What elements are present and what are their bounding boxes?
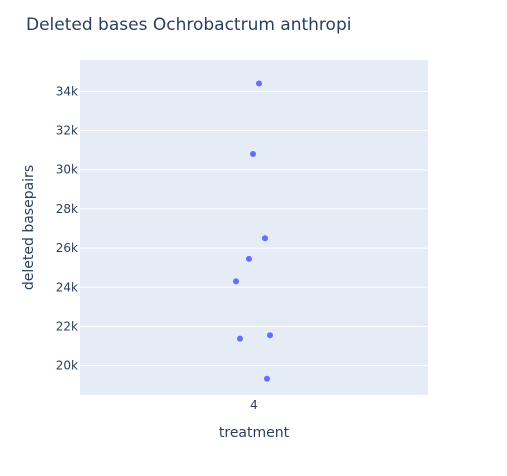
y-tick-label: 28k	[56, 202, 78, 216]
scatter-point	[262, 235, 268, 242]
y-axis-title: deleted basepairs	[21, 165, 37, 290]
x-tick-label: 4	[250, 398, 258, 412]
chart-title: Deleted bases Ochrobactrum anthropi	[26, 15, 351, 35]
y-tick-label: 26k	[56, 241, 78, 255]
y-tick-label: 22k	[56, 319, 78, 333]
plot-area	[80, 60, 428, 395]
scatter-points	[233, 80, 273, 382]
y-tick-label: 32k	[56, 124, 78, 138]
x-tick-labels: 4	[250, 398, 258, 412]
scatter-point	[250, 151, 256, 158]
scatter-point	[246, 255, 252, 262]
y-tick-label: 24k	[56, 280, 78, 294]
y-tick-label: 30k	[56, 163, 78, 177]
y-tick-labels: 20k 22k 24k 26k 28k 30k 32k 34k	[56, 84, 78, 372]
scatter-point	[264, 375, 270, 382]
y-tick-label: 34k	[56, 84, 78, 98]
scatter-point	[233, 278, 239, 285]
y-gridlines	[80, 90, 428, 367]
x-axis-title: treatment	[219, 425, 290, 441]
scatter-point	[237, 335, 243, 342]
y-tick-label: 20k	[56, 359, 78, 373]
scatter-point	[267, 332, 273, 339]
scatter-point	[256, 80, 262, 87]
